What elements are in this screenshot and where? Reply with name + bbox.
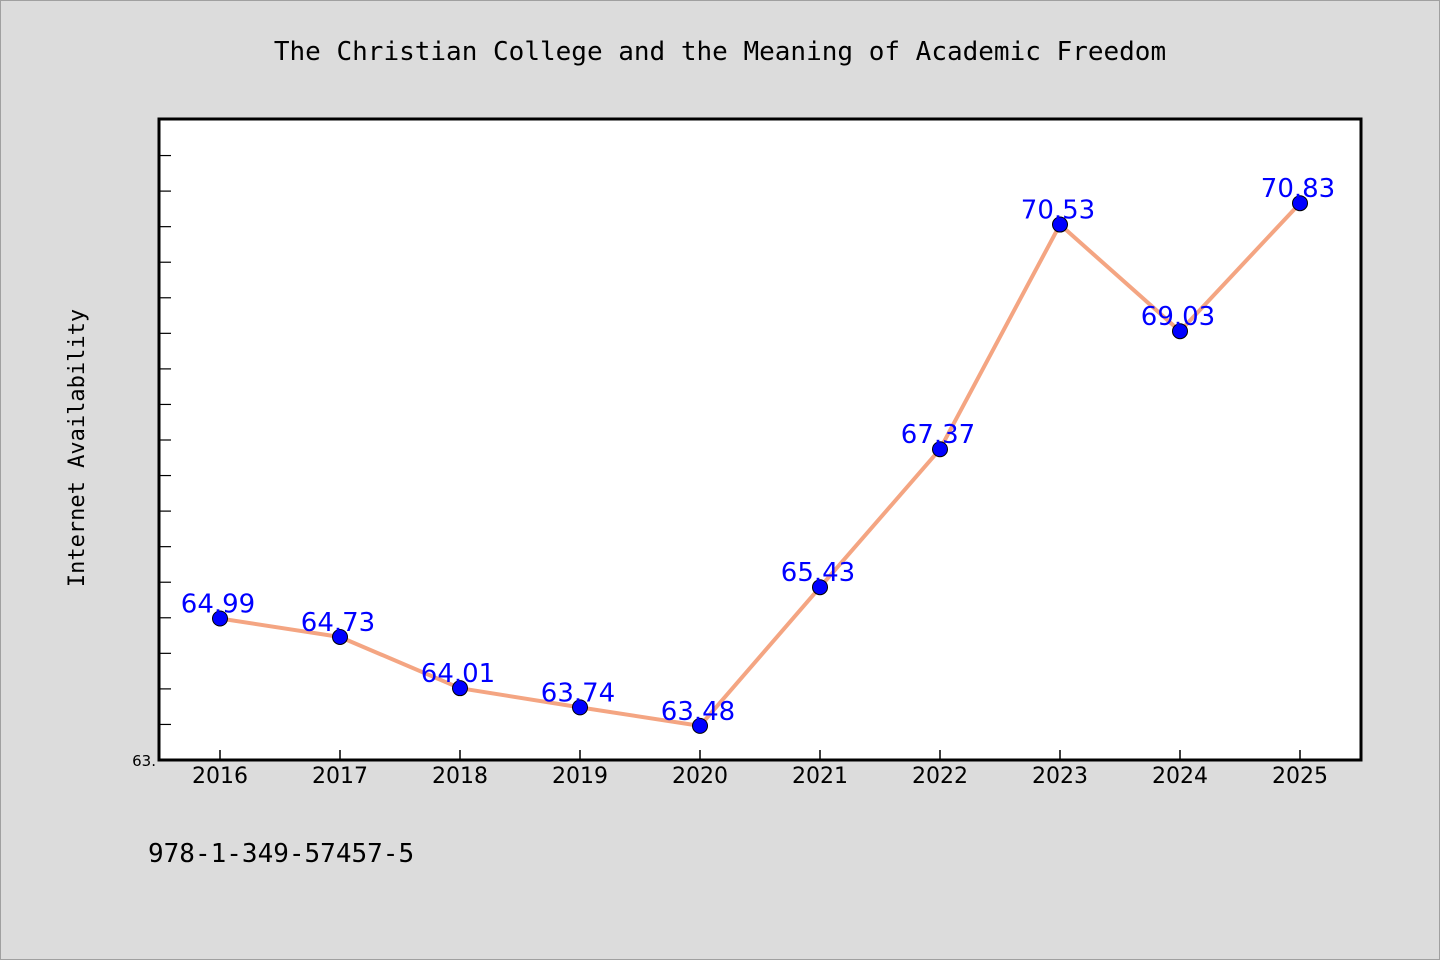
x-tick-label: 2019: [552, 764, 608, 789]
data-label: 69.03: [1141, 302, 1215, 332]
series-line: [218, 201, 1302, 728]
data-point: [932, 441, 948, 458]
y-tick-label: 63.: [132, 752, 156, 770]
x-tick-label: 2021: [792, 764, 848, 789]
x-tick-label: 2020: [672, 764, 728, 789]
y-axis-label: Internet Availability: [65, 309, 90, 587]
isbn-footer: 978-1-349-57457-5: [148, 839, 414, 869]
data-label: 70.53: [1021, 196, 1095, 226]
data-point: [1292, 195, 1308, 212]
data-point: [572, 699, 588, 716]
data-point: [1052, 216, 1068, 233]
x-tick-label: 2017: [312, 764, 368, 789]
x-tick-label: 2023: [1032, 764, 1088, 789]
data-label: 64.99: [181, 589, 255, 619]
x-tick-label: 2022: [912, 764, 968, 789]
data-point: [332, 628, 348, 645]
data-point: [452, 680, 468, 697]
data-point: [812, 579, 828, 596]
x-tick-label: 2018: [432, 764, 488, 789]
x-tick-label: 2025: [1272, 764, 1328, 789]
x-axis-ticks: 2016 2017 2018 2019 2020 2021 2022 2023 2024 2025: [192, 750, 1328, 789]
data-label: 63.48: [661, 697, 735, 727]
data-label: 65.43: [781, 558, 855, 588]
data-point: [692, 717, 708, 734]
data-label: 63.74: [541, 678, 615, 708]
data-label: 67.37: [901, 420, 975, 450]
data-label: 64.73: [301, 608, 375, 638]
data-label: 70.83: [1261, 174, 1335, 204]
data-label: 64.01: [421, 659, 495, 689]
chart-title: The Christian College and the Meaning of…: [274, 37, 1166, 67]
x-tick-label: 2016: [192, 764, 248, 789]
plot-area: [157, 117, 1363, 762]
data-point: [1172, 323, 1188, 340]
x-tick-label: 2024: [1152, 764, 1208, 789]
data-point: [212, 610, 228, 627]
series-layer: 64.99 64.73 64.01 63.74 63.48 65.43 67.37 70.53…: [181, 174, 1335, 734]
y-minor-ticks: [160, 154, 171, 726]
